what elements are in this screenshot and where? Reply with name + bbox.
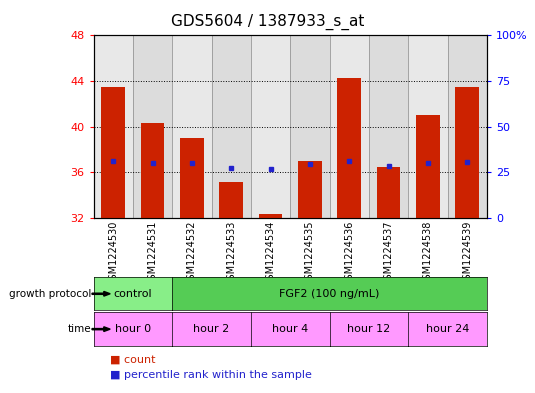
Text: FGF2 (100 ng/mL): FGF2 (100 ng/mL) <box>279 289 380 299</box>
Text: hour 2: hour 2 <box>194 324 230 334</box>
Bar <box>212 35 251 218</box>
Bar <box>94 35 133 218</box>
Text: ■ count: ■ count <box>110 354 155 365</box>
Text: control: control <box>113 289 152 299</box>
Bar <box>416 115 440 218</box>
Bar <box>251 35 291 218</box>
Bar <box>172 35 212 218</box>
Bar <box>408 35 448 218</box>
Text: hour 0: hour 0 <box>115 324 151 334</box>
Text: hour 24: hour 24 <box>426 324 469 334</box>
Bar <box>219 182 243 218</box>
Text: time: time <box>67 324 91 334</box>
Text: ■ percentile rank within the sample: ■ percentile rank within the sample <box>110 370 311 380</box>
Bar <box>102 87 125 218</box>
Bar <box>133 35 172 218</box>
Bar <box>141 123 164 218</box>
Bar <box>338 78 361 218</box>
Text: hour 12: hour 12 <box>347 324 391 334</box>
Bar <box>369 35 408 218</box>
Bar <box>330 35 369 218</box>
Bar <box>180 138 204 218</box>
Bar <box>448 35 487 218</box>
Bar <box>298 161 322 218</box>
Text: growth protocol: growth protocol <box>9 289 91 299</box>
Bar <box>377 167 400 218</box>
Bar <box>259 213 282 218</box>
Text: hour 4: hour 4 <box>272 324 308 334</box>
Bar <box>291 35 330 218</box>
Text: GDS5604 / 1387933_s_at: GDS5604 / 1387933_s_at <box>171 14 364 30</box>
Bar <box>455 87 479 218</box>
